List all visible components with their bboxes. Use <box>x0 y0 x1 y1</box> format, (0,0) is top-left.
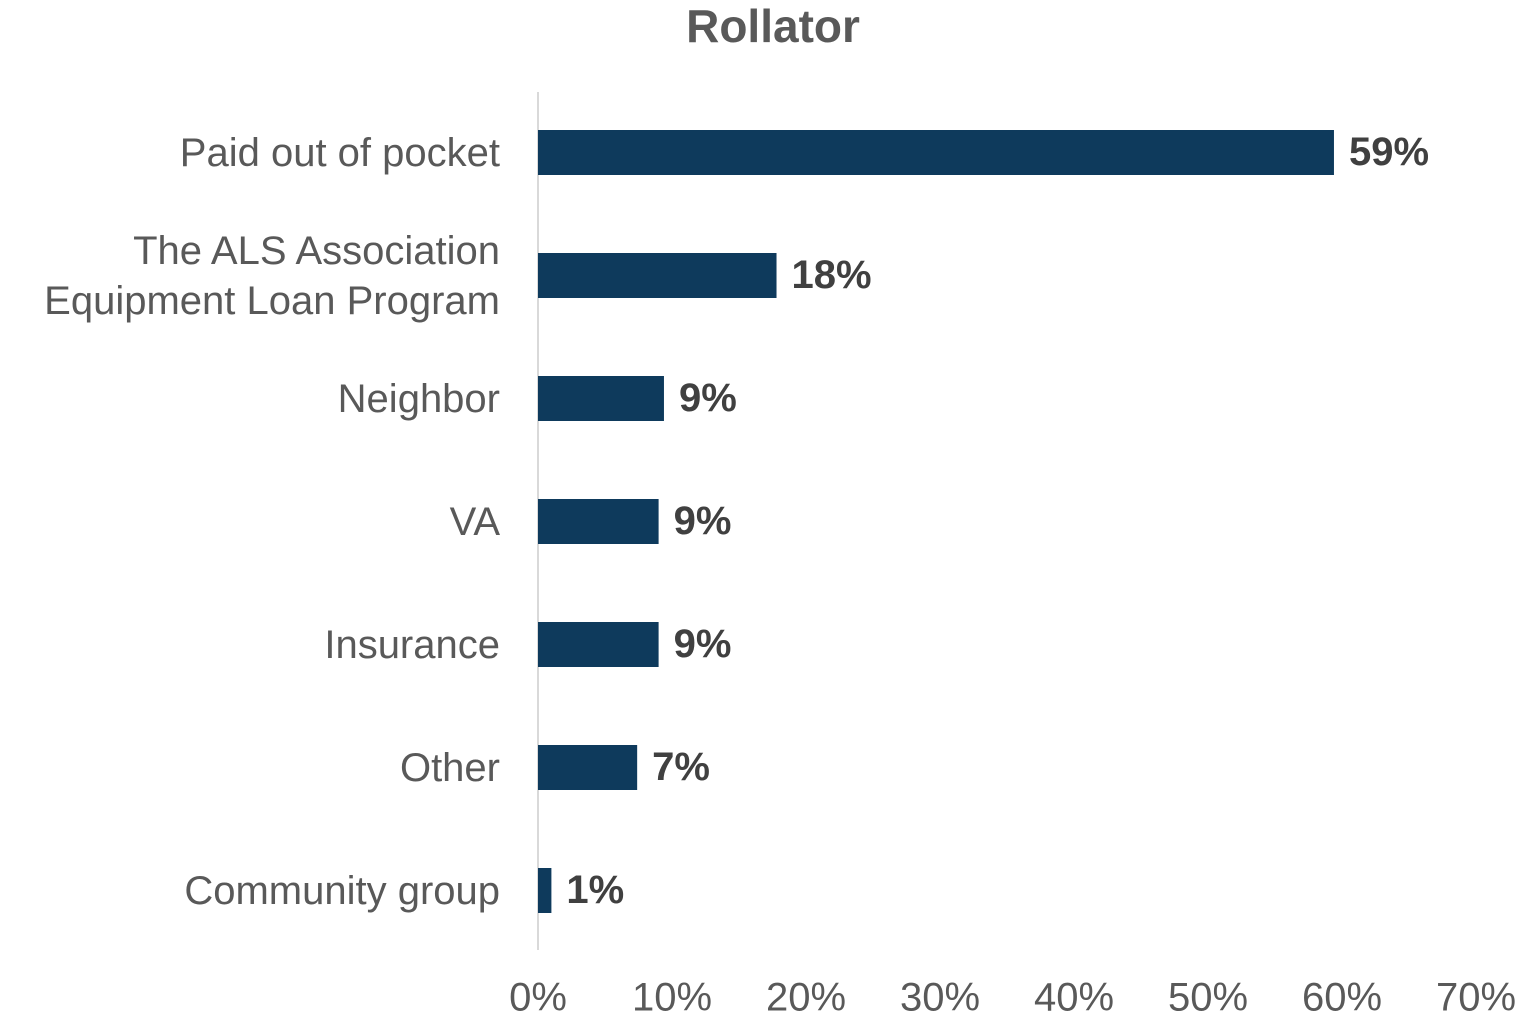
y-tick-label: Community group <box>184 868 500 913</box>
x-tick-label: 50% <box>1168 976 1248 1020</box>
data-label: 9% <box>674 499 732 543</box>
x-tick-label: 30% <box>900 976 980 1020</box>
y-tick-label: Neighbor <box>337 376 500 421</box>
x-tick-label: 20% <box>766 976 846 1020</box>
x-tick-label: 70% <box>1436 976 1516 1020</box>
x-tick-label: 0% <box>509 976 567 1020</box>
bar <box>538 745 638 790</box>
y-tick-label: The ALS Association Equipment Loan Progr… <box>44 228 500 323</box>
data-label: 9% <box>674 622 732 666</box>
y-tick-label: Other <box>399 745 500 790</box>
x-tick-label: 60% <box>1302 976 1382 1020</box>
bar <box>538 499 659 544</box>
data-label: 7% <box>652 745 710 789</box>
data-label: 1% <box>566 868 624 912</box>
chart-title: Rollator <box>686 0 860 52</box>
y-tick-label: Paid out of pocket <box>179 130 500 175</box>
y-tick-label: Insurance <box>324 622 500 667</box>
bar <box>538 622 659 667</box>
bar <box>538 376 664 421</box>
data-label: 18% <box>792 253 872 297</box>
bar <box>538 130 1334 175</box>
x-tick-label: 40% <box>1034 976 1114 1020</box>
x-tick-label: 10% <box>632 976 712 1020</box>
bar <box>538 868 552 913</box>
data-label: 9% <box>679 376 737 420</box>
bar <box>538 253 777 298</box>
data-label: 59% <box>1349 130 1429 174</box>
y-tick-label: VA <box>449 499 500 544</box>
